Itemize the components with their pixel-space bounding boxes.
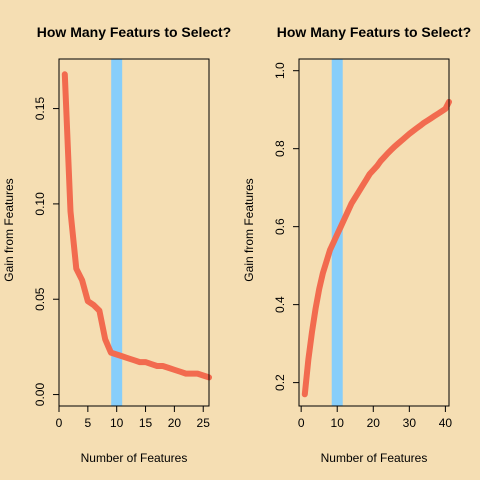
right-chart-xtick-label: 30 (403, 416, 417, 430)
left-chart-plot-area: 0 5 10 15 20 25 0.00 0.05 0.10 0.15 (33, 58, 212, 430)
right-chart-xtick-label: 0 (298, 416, 305, 430)
right-chart-panel: How Many Featurs to Select? Number of Fe… (242, 24, 471, 465)
left-chart-xtick-label: 25 (197, 416, 211, 430)
left-chart-title: How Many Featurs to Select? (37, 24, 231, 40)
right-chart-xtick-label: 40 (439, 416, 453, 430)
left-chart-ytick-label: 0.00 (33, 383, 47, 407)
left-chart-ylabel: Gain from Features (2, 178, 16, 281)
left-chart-ytick-label: 0.10 (33, 192, 47, 216)
right-chart-ytick-label: 0.6 (273, 218, 287, 235)
left-chart-xtick-label: 20 (168, 416, 182, 430)
right-chart-xtick-label: 10 (331, 416, 345, 430)
right-chart-ytick-label: 0.2 (273, 374, 287, 391)
left-chart-ytick-label: 0.05 (33, 287, 47, 311)
left-chart-series-line (61, 71, 212, 381)
left-chart-xtick-label: 15 (139, 416, 153, 430)
left-chart-xtick-label: 10 (110, 416, 124, 430)
left-chart-frame (58, 58, 210, 407)
left-chart-xtick-label: 5 (85, 416, 92, 430)
right-chart-ylabel: Gain from Features (242, 178, 256, 281)
left-chart-panel: How Many Featurs to Select? Number of Fe… (2, 24, 231, 465)
right-chart-series-line (301, 98, 452, 398)
right-chart-title: How Many Featurs to Select? (277, 24, 471, 40)
right-chart-frame (298, 58, 450, 407)
right-chart-xlabel: Number of Features (321, 451, 428, 465)
left-chart-xlabel: Number of Features (81, 451, 188, 465)
right-chart-plot-area: 0 10 20 30 40 0.2 0.4 0.6 0.8 1.0 (273, 58, 453, 430)
right-chart-ytick-label: 0.4 (273, 296, 287, 313)
left-chart-ytick-label: 0.15 (33, 97, 47, 121)
right-chart-xtick-label: 20 (367, 416, 381, 430)
left-chart-xtick-label: 0 (56, 416, 63, 430)
right-chart-ytick-label: 1.0 (273, 62, 287, 79)
right-chart-ytick-label: 0.8 (273, 140, 287, 157)
